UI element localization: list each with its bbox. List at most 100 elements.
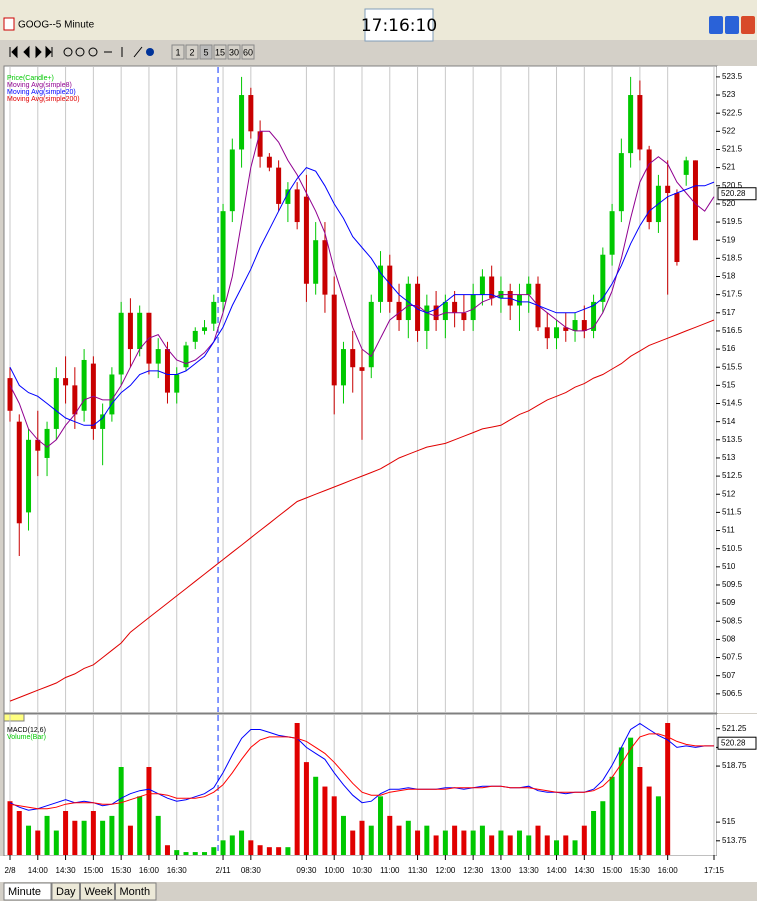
tool-trend[interactable]: [133, 46, 143, 58]
candle-body: [544, 327, 550, 339]
volume-bar: [637, 767, 643, 855]
y-tick-label: 512.5: [722, 471, 743, 480]
x-tick-label: 17:15: [704, 866, 725, 875]
volume-bar: [378, 796, 384, 855]
y-tick-label: 521.5: [722, 145, 743, 154]
x-tick-label: 13:30: [519, 866, 540, 875]
time-axis: [0, 856, 757, 882]
moving-average: [9, 319, 715, 702]
candle-body: [554, 327, 560, 339]
volume-bar: [90, 811, 96, 855]
last-price: 520.28: [721, 189, 746, 198]
y-tick-label: 513: [722, 453, 736, 462]
x-tick-label: 16:00: [139, 866, 160, 875]
candle-body: [322, 240, 328, 295]
interval-button[interactable]: [185, 44, 199, 60]
tool-globe[interactable]: [146, 48, 154, 56]
tab[interactable]: [3, 882, 52, 901]
volume-bar: [285, 847, 291, 855]
candle-body: [266, 156, 272, 168]
y-tick-label: 512: [722, 489, 736, 498]
volume-bar: [581, 825, 587, 855]
x-tick-label: 10:30: [352, 866, 373, 875]
candle-body: [563, 327, 569, 331]
volume-bar: [294, 723, 300, 855]
app-icon: [3, 17, 15, 31]
interval-button[interactable]: [227, 44, 241, 60]
y-tick-label: 521: [722, 163, 736, 172]
volume-bar: [276, 847, 282, 855]
tab-label: Day: [56, 886, 76, 898]
volume-bar: [155, 815, 161, 855]
nav-arrows[interactable]: [9, 45, 53, 59]
minimize-button[interactable]: [709, 16, 723, 34]
candle-body: [628, 95, 634, 154]
candle-body: [155, 349, 161, 364]
volume-bar: [248, 840, 254, 855]
moving-average: [9, 167, 715, 426]
tab[interactable]: [80, 882, 115, 901]
candle-body: [276, 167, 282, 204]
moving-average: [9, 130, 715, 448]
volume-bar: [526, 835, 532, 855]
zoom-out[interactable]: [75, 47, 85, 57]
y-tick-label: 515: [722, 817, 736, 826]
candle-body: [424, 305, 430, 331]
interval-button[interactable]: [213, 44, 227, 60]
volume-bar: [396, 825, 402, 855]
interval-button[interactable]: [241, 44, 255, 60]
volume-bar: [81, 820, 87, 855]
y-tick-label: 523.5: [722, 72, 743, 81]
volume-bar: [479, 825, 485, 855]
y-tick-label: 510.5: [722, 544, 743, 553]
zoom-in[interactable]: [63, 47, 73, 57]
volume-bar: [563, 835, 569, 855]
candle-body: [470, 294, 476, 321]
candle-body: [16, 421, 22, 524]
interval-label: 30: [229, 47, 239, 57]
candle-body: [572, 320, 578, 331]
close-button[interactable]: [741, 16, 755, 34]
last-value: 520.28: [721, 738, 746, 747]
interval-button[interactable]: [171, 44, 185, 60]
panel-controls[interactable]: [3, 713, 25, 722]
tab-label: Minute: [8, 886, 41, 898]
volume-bar: [489, 835, 495, 855]
tab[interactable]: [51, 882, 80, 901]
x-tick-label: 16:30: [167, 866, 188, 875]
candle-body: [63, 378, 69, 386]
y-tick-label: 513.75: [722, 836, 747, 845]
volume-bar: [507, 835, 513, 855]
volume-bar: [331, 796, 337, 855]
x-tick-label: 13:00: [491, 866, 512, 875]
volume-bar: [303, 762, 309, 855]
x-tick-label: 15:30: [111, 866, 132, 875]
x-tick-label: 11:00: [380, 866, 400, 875]
y-tick-label: 522: [722, 126, 736, 135]
y-tick-label: 519.5: [722, 217, 743, 226]
maximize-button[interactable]: [725, 16, 739, 34]
volume-bar: [146, 767, 152, 855]
interval-button[interactable]: [199, 44, 213, 60]
candle-body: [192, 330, 198, 342]
candle-body: [683, 160, 689, 175]
interval-label: 60: [243, 47, 253, 57]
x-tick-label: 09:30: [296, 866, 317, 875]
volume-bar: [359, 820, 365, 855]
candle-body: [609, 211, 615, 255]
volume-bar: [16, 811, 22, 855]
candle-body: [81, 359, 87, 411]
candle-body: [211, 301, 217, 324]
volume-bar: [7, 801, 13, 855]
candle-body: [516, 294, 522, 306]
volume-bar: [470, 830, 476, 855]
volume-bar: [415, 830, 421, 855]
candle-body: [202, 327, 208, 331]
volume-bar: [646, 786, 652, 855]
candle-body: [368, 301, 374, 368]
volume-bar: [516, 830, 522, 855]
tab[interactable]: [115, 882, 157, 901]
zoom-reset[interactable]: [88, 47, 98, 57]
interval-label: 15: [215, 47, 225, 57]
